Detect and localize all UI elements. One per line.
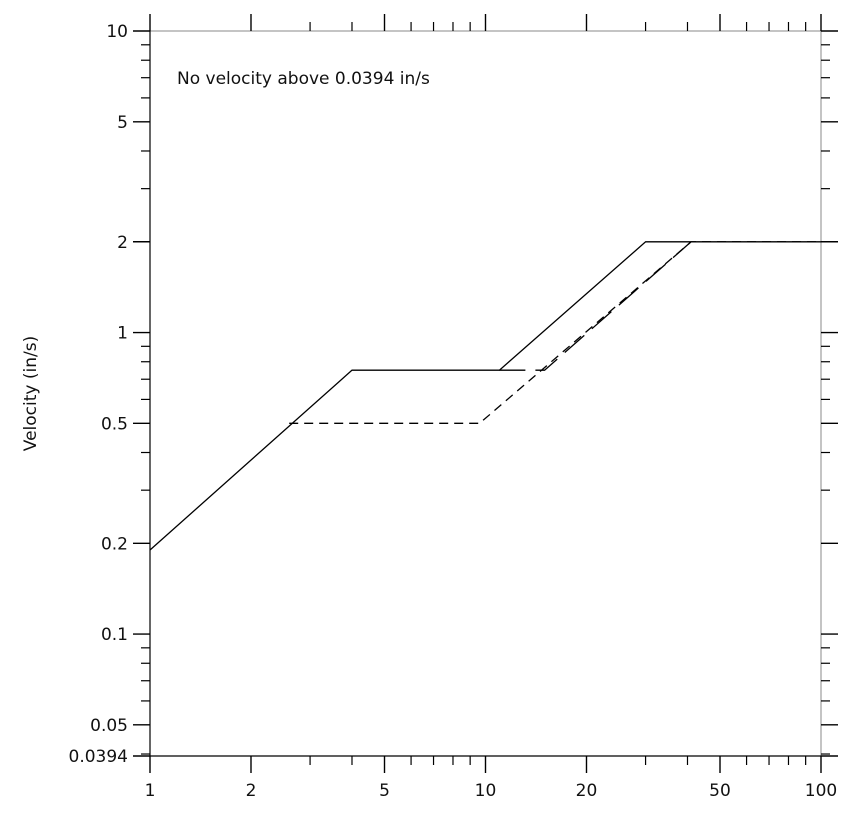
y-tick-label: 0.5 xyxy=(101,414,128,434)
chart-series-group xyxy=(149,241,821,551)
y-tick-label: 0.2 xyxy=(101,534,128,554)
y-tick-label: 0.1 xyxy=(101,625,128,645)
y-tick-label: 0.0394 xyxy=(69,747,128,767)
y-tick-label: 10 xyxy=(106,22,128,42)
y-tick-label: 2 xyxy=(117,233,128,253)
series-line-1-solid xyxy=(149,241,821,551)
x-tick-label: 20 xyxy=(576,781,598,801)
chart-annotation: No velocity above 0.0394 in/s xyxy=(177,69,430,89)
y-axis-title: Velocity (in/s) xyxy=(21,336,41,451)
x-tick-label: 100 xyxy=(805,781,837,801)
y-tick-label: 5 xyxy=(117,113,128,133)
x-tick-label: 1 xyxy=(145,781,156,801)
x-tick-label: 5 xyxy=(379,781,390,801)
x-tick-label: 10 xyxy=(475,781,497,801)
x-tick-label: 2 xyxy=(246,781,257,801)
chart-labels: No velocity above 0.0394 in/s Velocity (… xyxy=(21,69,430,451)
y-tick-label: 1 xyxy=(117,324,128,344)
x-tick-label: 50 xyxy=(709,781,731,801)
plot-frame xyxy=(149,30,822,757)
chart-axes: 10 5 2 1 0.5 0.2 0.1 0.05 0.0394 1 2 5 10 20 50 100 xyxy=(69,14,838,801)
series-line-3-long-dashed xyxy=(499,241,692,371)
y-tick-label: 0.05 xyxy=(90,716,128,736)
series-line-2-dashed xyxy=(289,241,821,424)
